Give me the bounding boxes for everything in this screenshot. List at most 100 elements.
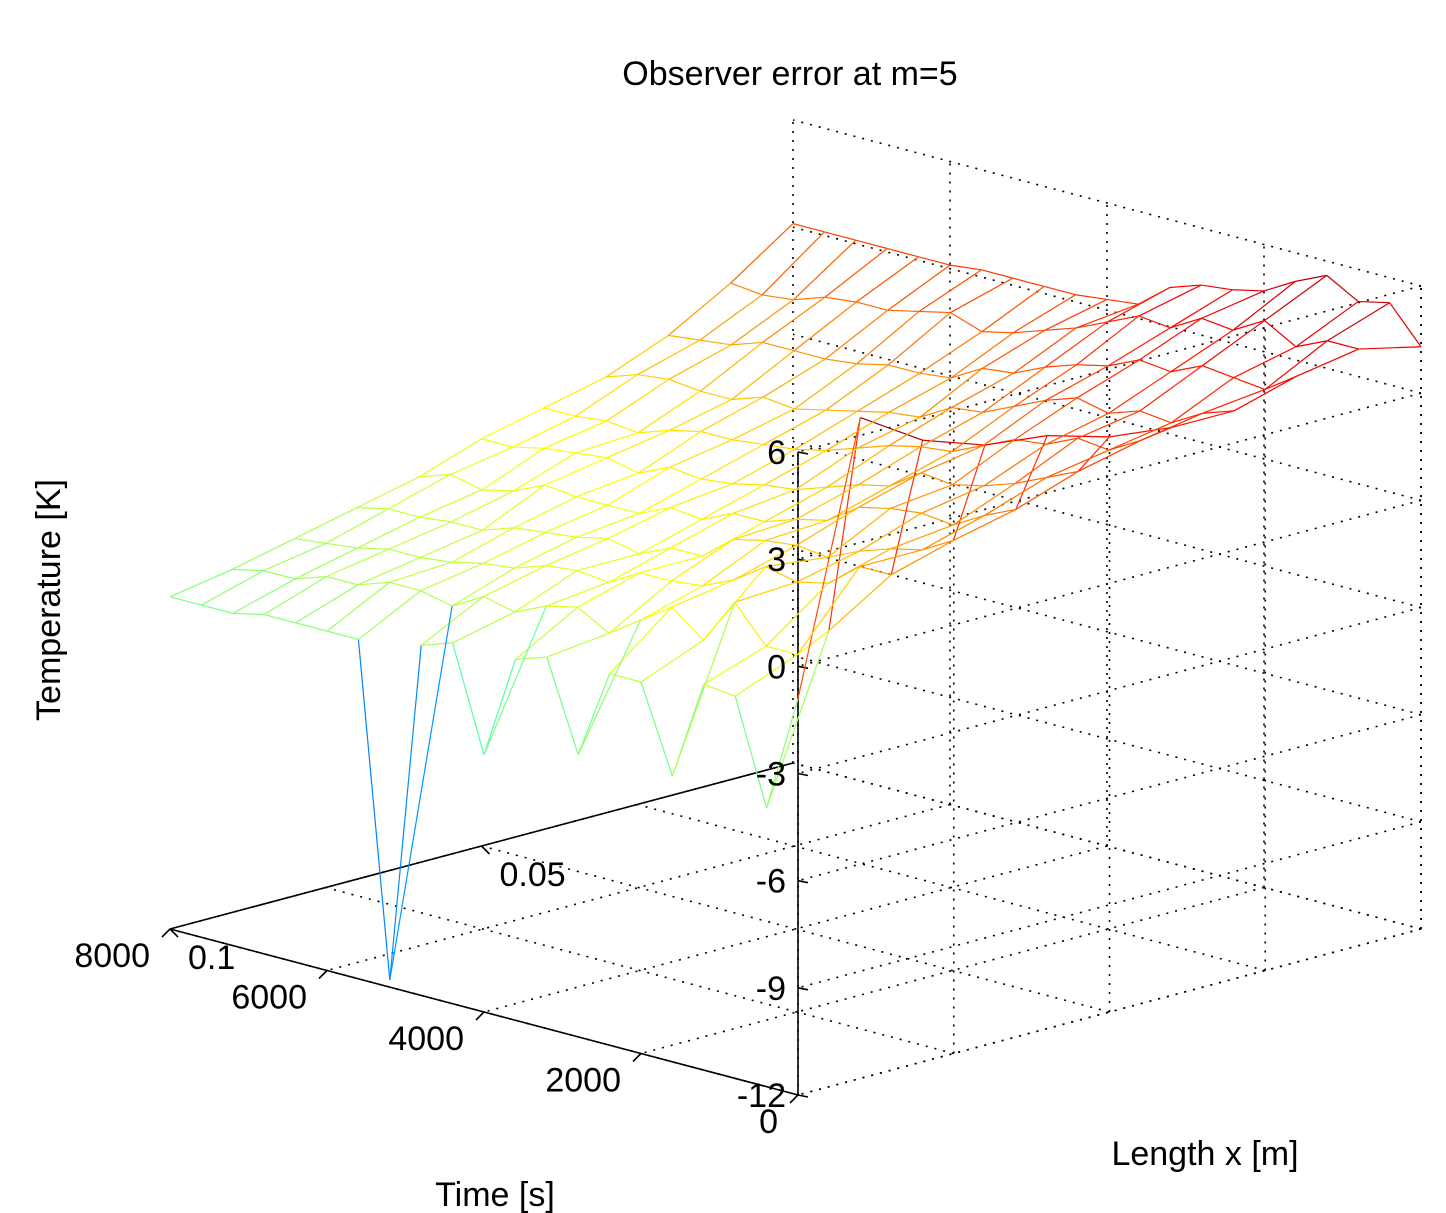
mesh-edge <box>701 484 765 520</box>
mesh-edge <box>1108 410 1140 414</box>
mesh-edge <box>731 408 795 441</box>
mesh-edge <box>889 444 921 448</box>
mesh-edge <box>795 518 828 521</box>
mesh-edge <box>700 396 764 433</box>
mesh-edge <box>607 504 640 515</box>
mesh-edge <box>827 485 890 521</box>
mesh-edge <box>733 538 766 542</box>
mesh-edge <box>702 579 735 587</box>
mesh-edge <box>1013 329 1045 334</box>
mesh-edge <box>483 605 547 756</box>
mesh-edge <box>857 446 921 486</box>
mesh-edge <box>734 654 798 697</box>
mesh-edge <box>858 484 890 487</box>
mesh-edge <box>638 431 702 474</box>
mesh-edge <box>828 548 891 584</box>
mesh-edge <box>608 580 672 634</box>
mesh-edge <box>952 484 984 487</box>
mesh-edge <box>1107 286 1171 323</box>
mesh-edge <box>418 438 482 478</box>
mesh-edge <box>1077 436 1110 472</box>
mesh-edge <box>639 518 703 555</box>
mesh-edge <box>640 585 704 621</box>
mesh-edge <box>1107 359 1140 367</box>
axes <box>161 451 809 1104</box>
mesh-edge <box>482 531 546 564</box>
mesh-edge <box>797 566 861 655</box>
mesh-edge <box>887 312 951 366</box>
mesh-edge <box>607 466 671 506</box>
mesh-edge <box>450 490 514 523</box>
mesh-edge <box>761 231 825 296</box>
mesh-edge <box>481 489 514 492</box>
mesh-edge <box>701 512 734 520</box>
mesh-edge <box>858 506 891 510</box>
mesh-edge <box>1295 274 1327 282</box>
mesh-edge <box>762 341 795 352</box>
mesh-edge <box>358 590 422 640</box>
mesh-edge <box>356 476 420 509</box>
mesh-edge <box>701 478 733 485</box>
mesh-edge <box>700 430 733 441</box>
mesh-edge <box>732 439 764 446</box>
mesh-edge <box>607 537 640 555</box>
z-tick <box>797 879 809 884</box>
mesh-edge <box>295 584 359 624</box>
mesh-edge <box>609 606 673 675</box>
mesh-edge <box>295 622 328 632</box>
mesh-edge <box>1201 290 1265 319</box>
mesh-edge <box>1014 399 1046 407</box>
y-axis-label: Length x [m] <box>1111 1135 1298 1173</box>
mesh-edge <box>668 334 700 341</box>
mesh-edge <box>419 529 483 559</box>
grid-line <box>792 226 1422 394</box>
mesh-edge <box>828 417 861 631</box>
mesh-edge <box>481 407 545 440</box>
mesh-edge <box>764 484 796 491</box>
mesh-edge <box>1170 365 1203 373</box>
mesh-edge <box>730 223 794 284</box>
mesh-edge <box>888 407 952 447</box>
mesh-edge <box>638 478 702 514</box>
mesh-edge <box>544 447 576 454</box>
mesh-edge <box>263 542 327 572</box>
mesh-edge <box>1295 301 1359 348</box>
mesh-edge <box>856 310 920 365</box>
z-tick <box>797 665 809 670</box>
mesh-edge <box>920 444 984 474</box>
mesh-edge <box>951 405 1015 452</box>
mesh-edge <box>1013 364 1077 407</box>
mesh-edge <box>888 411 921 418</box>
mesh-edge <box>826 484 859 488</box>
mesh-edge <box>734 581 798 603</box>
mesh-edge <box>702 521 765 557</box>
mesh-edge <box>544 457 608 486</box>
mesh-edge <box>388 473 451 510</box>
grid-line <box>637 803 1266 972</box>
mesh-edge <box>671 538 735 582</box>
mesh-edge <box>388 508 420 518</box>
mesh-edge <box>1046 449 1110 478</box>
mesh-edge <box>1264 340 1328 390</box>
mesh-edge <box>1107 327 1171 367</box>
mesh-edge <box>762 294 794 301</box>
mesh-edge <box>950 312 983 333</box>
mesh-edge <box>797 630 830 656</box>
mesh-edge <box>983 399 1047 446</box>
mesh-edge <box>793 350 826 360</box>
mesh-edge <box>513 496 577 529</box>
mesh-edge <box>982 329 1046 369</box>
mesh-edge <box>670 512 734 549</box>
mesh-edge <box>731 396 764 401</box>
mesh-edge <box>669 466 702 480</box>
mesh-edge <box>824 248 888 298</box>
mesh-edge <box>452 611 516 644</box>
mesh-edge <box>1045 365 1109 401</box>
mesh-edge <box>889 450 953 487</box>
mesh-edge <box>545 531 577 538</box>
mesh-edge <box>796 506 860 546</box>
mesh-edge <box>919 310 951 314</box>
mesh-edge <box>357 639 391 981</box>
